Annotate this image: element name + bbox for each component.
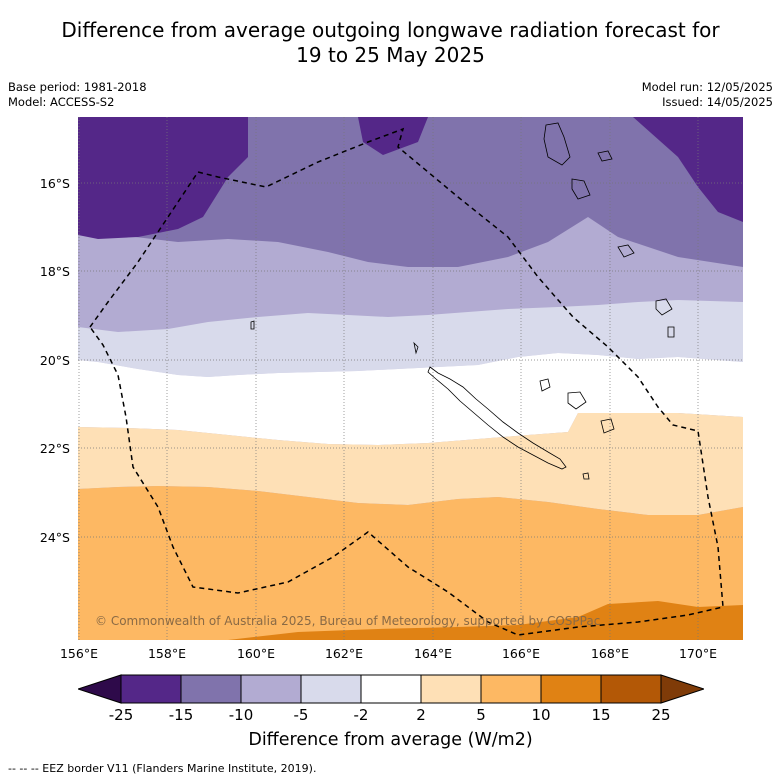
colorbar-tick-label: -10 [228,706,254,724]
colorbar-tick-label: 2 [416,706,426,724]
band-neg25-neg15-right [633,117,743,222]
colorbar-cell-2 [240,674,302,704]
colorbar-tick-label: 25 [651,706,671,724]
lon-label-164e: 164°E [413,646,452,661]
colorbar-cell-4 [360,674,422,704]
colorbar-cell-3 [300,674,362,704]
colorbar-cell-5 [420,674,482,704]
lon-label-170e: 170°E [678,646,717,661]
base-period-text: Base period: 1981-2018 [8,80,147,94]
isle-of-pines [582,472,590,480]
band-neg25-neg15-top [358,117,428,155]
lon-label-168e: 168°E [590,646,629,661]
model-run-text: Model run: 12/05/2025 [641,80,773,94]
espiritu-santo [543,122,571,166]
colorbar-tick-label: -15 [168,706,194,724]
colorbar [78,674,704,704]
small-islet-1 [250,320,255,330]
colorbar-extend-min [78,674,122,704]
lat-label-22s: 22°S [39,441,70,456]
lon-label-156e: 156°E [59,646,98,661]
colorbar-title: Difference from average (W/m2) [248,730,533,750]
colorbar-cell-1 [180,674,242,704]
lat-label-18s: 18°S [39,264,70,279]
colorbar-extend-max [660,674,704,704]
eez-border [89,127,724,636]
model-text: Model: ACCESS-S2 [8,95,115,109]
small-islet-2 [667,326,675,338]
colorbar-cell-6 [480,674,542,704]
copyright-notice: © Commonwealth of Australia 2025, Bureau… [95,614,601,628]
lon-label-166e: 166°E [501,646,540,661]
colorbar-cell-0 [120,674,182,704]
tanna [655,298,673,316]
band-2-5 [78,413,743,515]
title-line-2: 19 to 25 May 2025 [296,43,485,67]
eez-footnote: -- -- -- EEZ border V11 (Flanders Marine… [8,762,317,775]
colorbar-tick-label: -2 [353,706,369,724]
colorbar-tick-label: 15 [591,706,611,724]
lon-label-162e: 162°E [324,646,363,661]
colorbar-tick-label: -5 [293,706,309,724]
pentecost [597,150,613,162]
mare-island [600,418,615,434]
meta-right: Model run: 12/05/2025 Issued: 14/05/2025 [642,80,773,110]
malakula [571,178,591,200]
efate [617,244,635,258]
map-panel [78,117,743,640]
ouvea-island [539,378,551,392]
lifou-island [567,391,587,410]
band-neg25-neg15 [78,117,248,239]
band-5-10 [78,486,743,640]
issued-text: Issued: 14/05/2025 [662,95,773,109]
belep-islands [413,341,419,355]
band-neg2-2 [78,353,743,445]
colorbar-tick-label: 10 [531,706,551,724]
colorbar-cells [78,674,704,704]
gridlines [78,117,743,640]
map-title: Difference from average outgoing longwav… [0,18,781,68]
colorbar-tick-label: -25 [108,706,134,724]
meta-left: Base period: 1981-2018 Model: ACCESS-S2 [8,80,147,110]
title-line-1: Difference from average outgoing longwav… [61,18,720,42]
lon-label-160e: 160°E [236,646,275,661]
lon-label-158e: 158°E [147,646,186,661]
colorbar-cell-7 [540,674,602,704]
colorbar-cell-8 [600,674,662,704]
band-10-15 [228,601,743,640]
new-caledonia-coast [427,366,567,470]
lat-label-24s: 24°S [39,530,70,545]
lat-label-20s: 20°S [39,353,70,368]
colorbar-tick-label: 5 [476,706,486,724]
anomaly-map [78,117,743,640]
lat-label-16s: 16°S [39,176,70,191]
